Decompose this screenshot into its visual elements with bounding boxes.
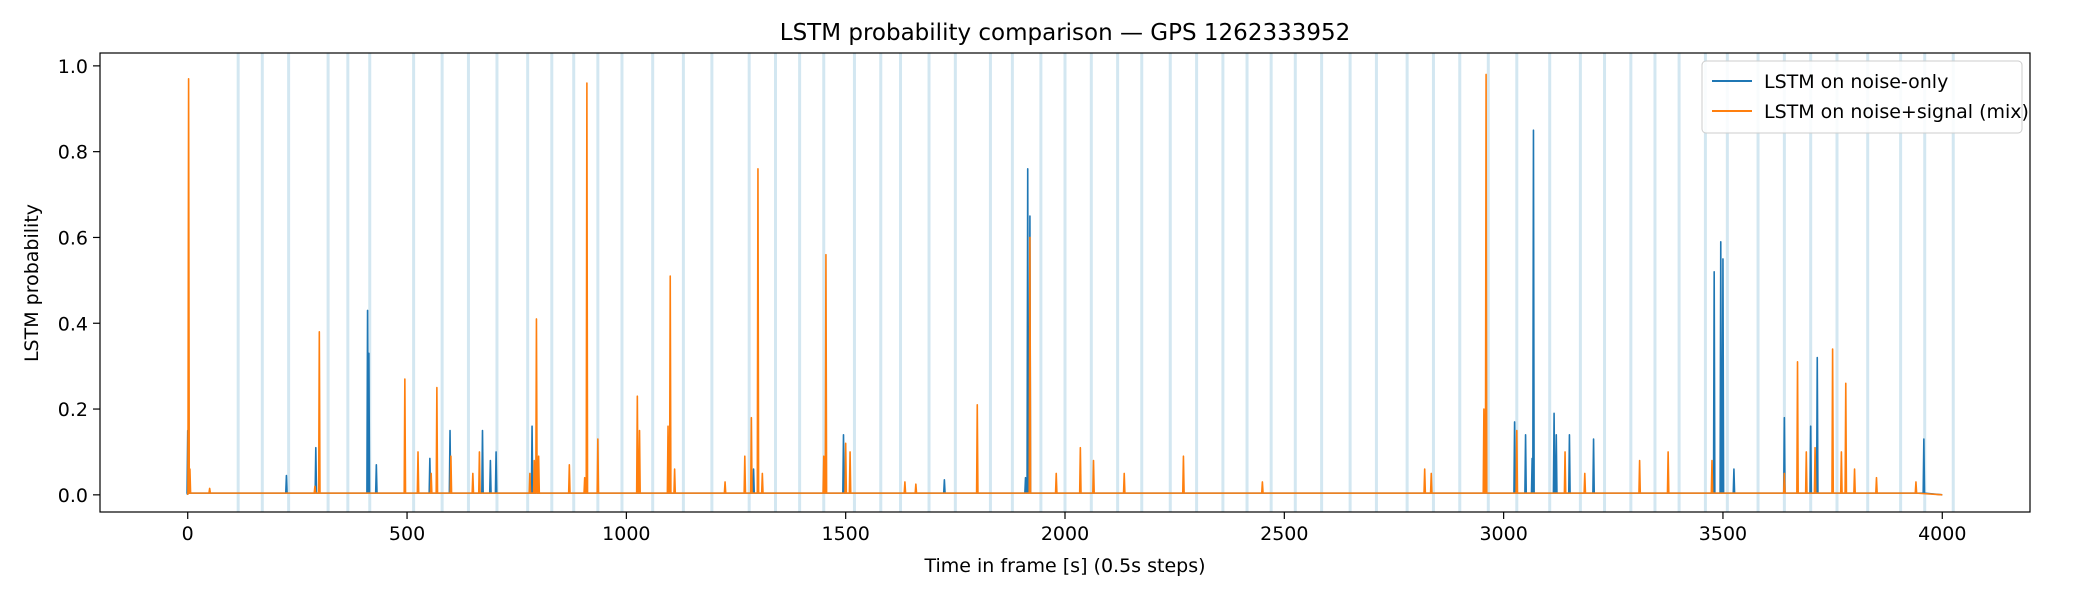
- x-tick-label-2: 1000: [602, 523, 650, 545]
- y-tick-label-2: 0.4: [58, 313, 88, 335]
- y-tick-label-1: 0.2: [58, 399, 88, 421]
- x-axis-label: Time in frame [s] (0.5s steps): [923, 555, 1205, 577]
- x-tick-label-0: 0: [182, 523, 194, 545]
- y-axis-ticks: 0.0 0.2 0.4 0.6 0.8 1.0: [58, 56, 100, 507]
- x-tick-label-4: 2000: [1041, 523, 1089, 545]
- x-tick-label-1: 500: [389, 523, 425, 545]
- y-tick-label-3: 0.6: [58, 227, 88, 249]
- y-axis-label: LSTM probability: [21, 204, 43, 362]
- y-tick-label-5: 1.0: [58, 56, 88, 78]
- x-tick-label-6: 3000: [1479, 523, 1527, 545]
- series-line-1: [186, 73, 1943, 496]
- y-tick-label-0: 0.0: [58, 485, 88, 507]
- x-tick-label-5: 2500: [1260, 523, 1308, 545]
- legend-label-mix: LSTM on noise+signal (mix): [1764, 101, 2029, 123]
- x-tick-label-7: 3500: [1699, 523, 1747, 545]
- x-axis-ticks: 0 500 1000 1500 2000 2500 3000 3500 4000: [182, 512, 1966, 545]
- chart-title: LSTM probability comparison — GPS 126233…: [780, 20, 1351, 46]
- x-tick-label-3: 1500: [822, 523, 870, 545]
- legend-label-noise-only: LSTM on noise-only: [1764, 71, 1948, 93]
- legend-box: [1701, 60, 2023, 134]
- series-lines: [186, 73, 1943, 496]
- x-tick-label-8: 4000: [1918, 523, 1966, 545]
- y-tick-label-4: 0.8: [58, 142, 88, 164]
- legend: LSTM on noise-only LSTM on noise+signal …: [1701, 60, 2029, 134]
